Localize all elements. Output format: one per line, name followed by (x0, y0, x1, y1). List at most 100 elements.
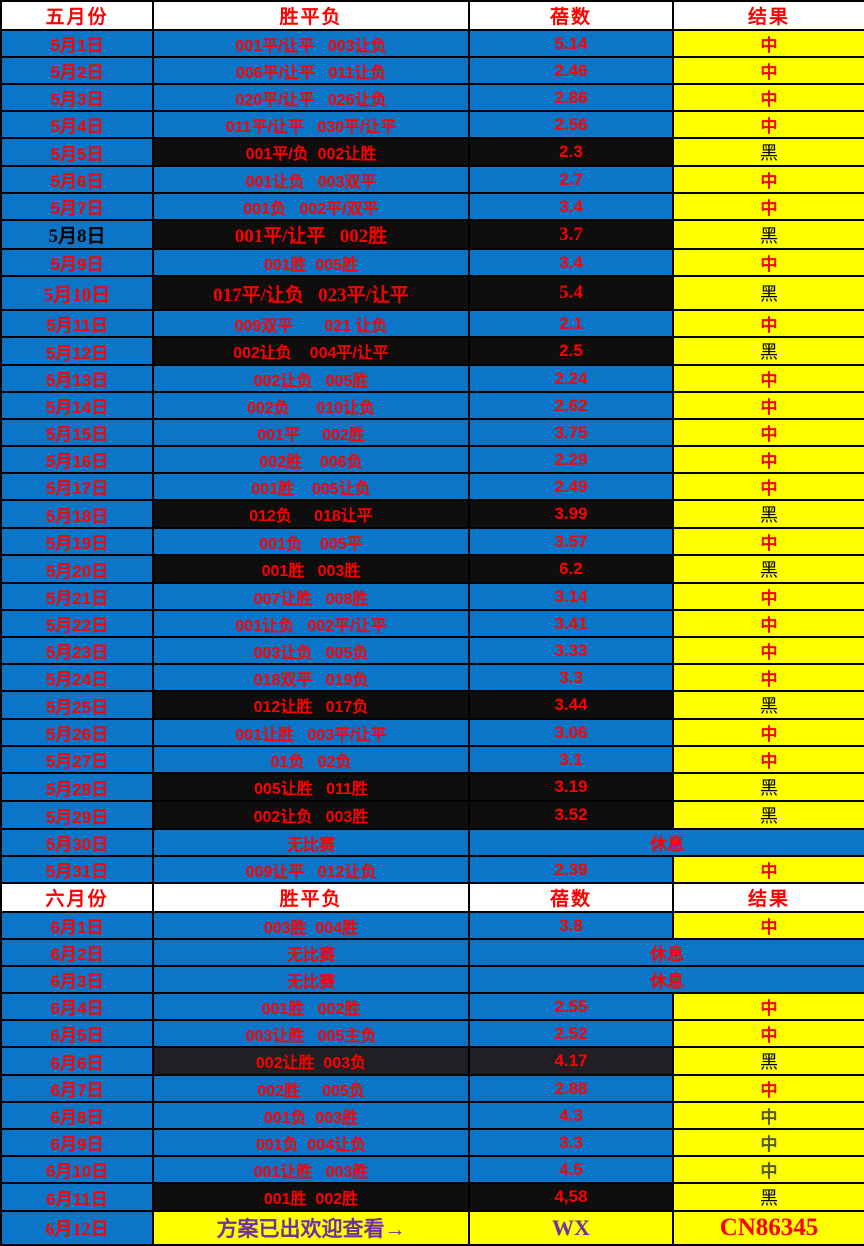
result-cell: 中 (672, 29, 864, 58)
odds-cell: 2.5 (468, 336, 674, 366)
table-row: 5月24日 018双平 019负 3.3 中 (0, 663, 864, 692)
date-cell: 5月10日 (0, 275, 154, 311)
result-cell: 中 (672, 165, 864, 194)
result-cell: 黑 (672, 772, 864, 802)
odds-cell: 2.86 (468, 83, 674, 112)
date-cell: 5月21日 (0, 582, 154, 611)
result-cell: 黑 (672, 1046, 864, 1076)
date-cell: 5月28日 (0, 772, 154, 802)
match-cell: 009双平 021 让负 (152, 309, 470, 338)
match-cell: 001平/让平 002胜 (152, 219, 470, 250)
section-header-row: 六月份 胜平负 蓓数 结果 (0, 882, 864, 913)
table-row: 5月31日 009让平 012让负 2.39 中 (0, 855, 864, 884)
table-row: 6月10日 001让胜 003胜 4.5 中 (0, 1155, 864, 1184)
odds-cell: 3.06 (468, 718, 674, 747)
odds-cell: 2.46 (468, 56, 674, 85)
result-cell: 中 (672, 582, 864, 611)
result-cell: 中 (672, 309, 864, 338)
result-cell: 黑 (672, 137, 864, 167)
match-cell: 002负 010让负 (152, 391, 470, 420)
table-row: 6月9日 001负 004让负 3.3 中 (0, 1128, 864, 1157)
date-cell: 5月15日 (0, 418, 154, 447)
date-cell: 6月8日 (0, 1101, 154, 1130)
result-cell: 中 (672, 527, 864, 556)
match-cell: 009让平 012让负 (152, 855, 470, 884)
result-cell: CN86345 (672, 1210, 864, 1246)
table-row: 6月3日 无比赛 休息 (0, 965, 864, 994)
result-cell: 中 (672, 718, 864, 747)
result-cell: 中 (672, 248, 864, 277)
date-cell: 5月2日 (0, 56, 154, 85)
match-cell: 001负 004让负 (152, 1128, 470, 1157)
odds-cell: 3.1 (468, 745, 674, 774)
date-cell: 6月3日 (0, 965, 154, 994)
table-row: 6月2日 无比赛 休息 (0, 938, 864, 967)
odds-cell: 3.14 (468, 582, 674, 611)
date-cell: 5月18日 (0, 499, 154, 529)
result-cell: 黑 (672, 275, 864, 311)
result-cell: 中 (672, 855, 864, 884)
date-cell: 5月17日 (0, 472, 154, 501)
result-cell: 中 (672, 110, 864, 139)
match-cell: 003让负 005负 (152, 636, 470, 665)
result-cell: 黑 (672, 1182, 864, 1212)
result-cell: 中 (672, 1155, 864, 1184)
date-cell: 5月20日 (0, 554, 154, 584)
table-row: 5月16日 002胜 006负 2.29 中 (0, 445, 864, 474)
result-cell: 中 (672, 636, 864, 665)
date-cell: 5月26日 (0, 718, 154, 747)
table-row: 5月30日 无比赛 休息 (0, 828, 864, 857)
date-cell: 6月5日 (0, 1019, 154, 1048)
result-header-cell: 结果 (672, 0, 864, 31)
odds-cell: 3.4 (468, 192, 674, 221)
odds-cell: WX (468, 1210, 674, 1246)
table-row: 5月17日 001胜 005让负 2.49 中 (0, 472, 864, 501)
match-cell: 001平 002胜 (152, 418, 470, 447)
match-cell: 方案已出欢迎查看→ (152, 1210, 470, 1246)
date-cell: 5月30日 (0, 828, 154, 857)
date-cell: 5月7日 (0, 192, 154, 221)
odds-cell: 2.56 (468, 110, 674, 139)
date-cell: 5月14日 (0, 391, 154, 420)
odds-cell: 3.75 (468, 418, 674, 447)
odds-cell: 4.17 (468, 1046, 674, 1076)
table-row: 6月8日 001负 003胜 4.3 中 (0, 1101, 864, 1130)
date-cell: 5月4日 (0, 110, 154, 139)
table-row: 6月1日 003胜 004胜 3.8 中 (0, 911, 864, 940)
odds-cell: 3.41 (468, 609, 674, 638)
odds-cell: 3.19 (468, 772, 674, 802)
result-cell: 中 (672, 391, 864, 420)
result-cell: 中 (672, 192, 864, 221)
odds-cell: 2.62 (468, 391, 674, 420)
table-row: 5月7日 001负 002平/双平 3.4 中 (0, 192, 864, 221)
match-cell: 001平/让平 003让负 (152, 29, 470, 58)
match-cell: 005让胜 011胜 (152, 772, 470, 802)
match-cell: 002让负 004平/让平 (152, 336, 470, 366)
odds-cell: 5.4 (468, 275, 674, 311)
match-cell: 001让胜 003平/让平 (152, 718, 470, 747)
date-cell: 6月1日 (0, 911, 154, 940)
result-cell: 中 (672, 472, 864, 501)
odds-cell: 3.7 (468, 219, 674, 250)
odds-cell: 3.99 (468, 499, 674, 529)
result-cell: 中 (672, 609, 864, 638)
table-row: 5月6日 001让负 003双平 2.7 中 (0, 165, 864, 194)
match-cell: 017平/让负 023平/让平 (152, 275, 470, 311)
table-row: 5月13日 002让负 005胜 2.24 中 (0, 364, 864, 393)
table-row: 6月6日 002让胜 003负 4.17 黑 (0, 1046, 864, 1076)
match-cell: 020平/让平 026让负 (152, 83, 470, 112)
match-cell: 001负 005平 (152, 527, 470, 556)
match-cell: 001让负 003双平 (152, 165, 470, 194)
match-cell: 001胜 002胜 (152, 992, 470, 1021)
result-cell: 中 (672, 911, 864, 940)
table-row: 5月20日 001胜 003胜 6.2 黑 (0, 554, 864, 584)
table-row: 5月21日 007让胜 008胜 3.14 中 (0, 582, 864, 611)
table-row: 5月28日 005让胜 011胜 3.19 黑 (0, 772, 864, 802)
table-row: 5月3日 020平/让平 026让负 2.86 中 (0, 83, 864, 112)
odds-cell: 2.24 (468, 364, 674, 393)
table-row: 5月19日 001负 005平 3.57 中 (0, 527, 864, 556)
table-row: 5月5日 001平/负 002让胜 2.3 黑 (0, 137, 864, 167)
table-row: 5月10日 017平/让负 023平/让平 5.4 黑 (0, 275, 864, 311)
odds-cell: 2.29 (468, 445, 674, 474)
odds-cell: 4.3 (468, 1101, 674, 1130)
